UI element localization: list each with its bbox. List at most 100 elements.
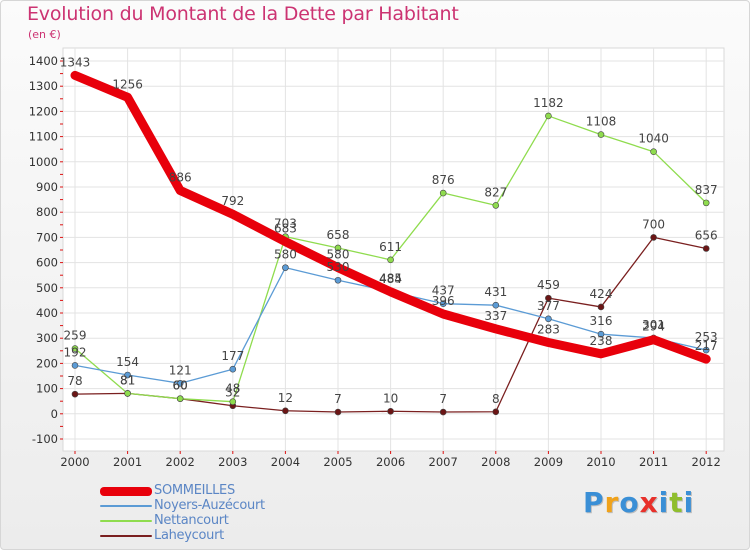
data-point [492, 408, 500, 416]
data-label: 192 [64, 345, 87, 359]
data-point [545, 112, 552, 120]
data-point [124, 390, 131, 397]
x-tick-label: 2002 [166, 455, 195, 469]
data-label: 238 [590, 334, 613, 348]
legend-swatch [100, 505, 152, 507]
data-point [597, 303, 605, 311]
y-tick-label: 1400 [29, 54, 58, 68]
data-point [176, 380, 184, 387]
y-tick-label: 0 [51, 407, 58, 421]
data-label: 60 [173, 379, 188, 393]
data-label: 396 [432, 294, 455, 308]
legend-swatch [100, 486, 152, 496]
data-point [71, 390, 79, 398]
data-point [597, 330, 605, 338]
data-label: 792 [221, 194, 244, 208]
logo-letter: i [683, 486, 695, 519]
data-point [492, 301, 500, 309]
y-tick-label: 600 [36, 256, 58, 270]
data-point [176, 395, 184, 402]
data-label: 580 [274, 248, 297, 262]
plot-area [62, 47, 725, 452]
data-label: 12 [278, 391, 293, 405]
x-tick-label: 2011 [639, 455, 668, 469]
logo-letter: x [639, 486, 659, 519]
data-point [702, 245, 710, 252]
data-label: 459 [537, 278, 560, 292]
logo-letter: t [669, 486, 684, 519]
data-label: 431 [484, 285, 507, 299]
data-label: 611 [379, 240, 402, 254]
data-point [492, 202, 500, 209]
data-label: 121 [169, 363, 192, 377]
data-point [439, 300, 447, 307]
logo-letter: P [583, 486, 605, 519]
data-label: 485 [379, 272, 402, 286]
data-point [229, 365, 237, 373]
data-point [124, 371, 131, 379]
data-label: 8 [492, 392, 500, 406]
data-point [439, 408, 447, 416]
data-label: 301 [642, 318, 665, 332]
data-label: 337 [484, 309, 507, 323]
data-point [71, 362, 79, 369]
data-label: 7 [439, 392, 447, 406]
x-tick-label: 2006 [376, 455, 405, 469]
data-label: 580 [327, 248, 350, 262]
data-label: 886 [169, 171, 192, 185]
data-point [545, 294, 552, 302]
data-point [282, 264, 289, 271]
data-point [650, 148, 657, 156]
legend-label: Noyers-Auzécourt [154, 498, 265, 513]
x-tick-label: 2001 [113, 455, 142, 469]
data-label: 1182 [533, 96, 564, 110]
data-point [545, 315, 552, 323]
data-point [387, 407, 394, 415]
data-point [387, 256, 394, 264]
logo-letter: r [604, 486, 620, 519]
x-tick-label: 2005 [323, 455, 352, 469]
data-label: 10 [383, 391, 398, 405]
data-label: 48 [225, 382, 240, 396]
data-point [702, 199, 710, 207]
data-point [282, 407, 289, 415]
data-label: 700 [642, 217, 665, 231]
data-label: 1108 [586, 115, 617, 129]
series-line-0 [70, 70, 711, 364]
y-tick-label: 1200 [29, 104, 58, 118]
y-tick-label: 1000 [29, 155, 58, 169]
data-point [229, 398, 237, 406]
y-tick-label: 400 [36, 306, 58, 320]
x-tick-label: 2007 [429, 455, 458, 469]
data-label: 60 [173, 379, 188, 393]
data-point [71, 345, 79, 352]
data-point [597, 131, 605, 138]
legend-label: SOMMEILLES [154, 483, 235, 498]
chart-title: Evolution du Montant de la Dette par Hab… [27, 3, 459, 25]
data-label: 316 [590, 314, 613, 328]
data-label: 683 [274, 222, 297, 236]
data-label: 1343 [60, 55, 91, 69]
data-label: 530 [327, 260, 350, 274]
legend-label: Nettancourt [154, 513, 229, 528]
data-label: 81 [120, 373, 135, 387]
y-tick-label: 200 [36, 356, 58, 370]
x-tick-label: 2012 [692, 455, 721, 469]
y-tick-label: 900 [36, 180, 58, 194]
logo-letter: o [619, 486, 640, 519]
data-point [334, 244, 342, 252]
legend-label: Laheycourt [154, 528, 224, 543]
data-label: 837 [695, 183, 718, 197]
legend-swatch [100, 520, 152, 522]
data-label: 377 [537, 299, 560, 313]
data-label: 259 [64, 329, 87, 343]
data-label: 217 [695, 339, 718, 353]
y-tick-label: 800 [36, 205, 58, 219]
data-label: 177 [221, 349, 244, 363]
data-label: 32 [225, 386, 240, 400]
data-label: 437 [432, 284, 455, 298]
data-label: 283 [537, 322, 560, 336]
proxiti-logo: Proxiti [583, 486, 694, 519]
data-label: 81 [120, 373, 135, 387]
